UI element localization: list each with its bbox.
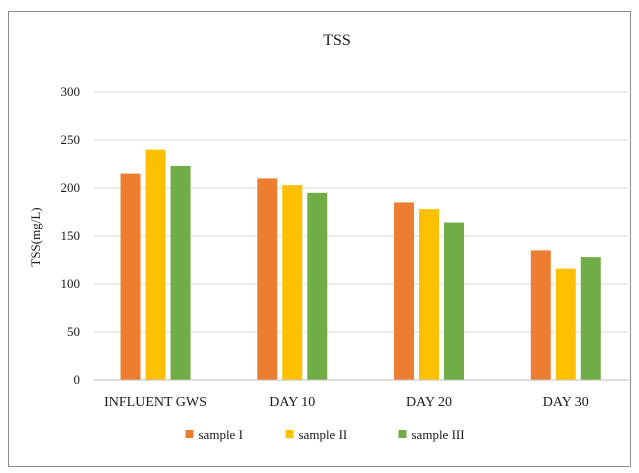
bar-sample-iii-influent-gws (170, 165, 191, 380)
bar-sample-i-day-20 (394, 202, 415, 380)
y-tick-label-250: 250 (61, 132, 81, 147)
bar-sample-ii-influent-gws (145, 149, 166, 380)
bar-sample-iii-day-10 (307, 192, 328, 380)
chart-title: TSS (323, 32, 351, 49)
legend-swatch-0 (185, 430, 194, 438)
bar-sample-ii-day-20 (419, 209, 440, 380)
legend-label-1: sample II (299, 427, 348, 442)
y-tick-label-100: 100 (61, 276, 81, 291)
bar-sample-i-day-10 (257, 178, 278, 380)
y-tick-label-300: 300 (61, 84, 81, 99)
bar-sample-ii-day-30 (555, 268, 576, 380)
chart-frame: 0 50 100 150 200 250 300 INFLUENT GWS DAY 10 DAY … (8, 11, 632, 467)
x-tick-label-1: DAY 10 (269, 395, 315, 410)
y-axis-title: TSS(mg/L) (28, 207, 43, 266)
legend-label-2: sample III (412, 427, 465, 442)
legend-swatch-2 (398, 430, 407, 438)
x-tick-label-0: INFLUENT GWS (104, 395, 207, 410)
x-tick-label-3: DAY 30 (543, 395, 589, 410)
axes: 0 50 100 150 200 250 300 INFLUENT GWS DAY 10 DAY … (61, 84, 632, 410)
bars (120, 149, 601, 380)
y-tick-label-150: 150 (61, 228, 81, 243)
legend-label-0: sample I (199, 427, 243, 442)
y-tick-label-50: 50 (67, 324, 80, 339)
tss-bar-chart: 0 50 100 150 200 250 300 INFLUENT GWS DAY 10 DAY … (28, 32, 632, 442)
bar-sample-iii-day-30 (580, 257, 601, 380)
legend: sample I sample II sample III (185, 427, 465, 442)
bar-sample-iii-day-20 (444, 222, 465, 380)
x-tick-label-2: DAY 20 (406, 395, 452, 410)
legend-swatch-1 (285, 430, 294, 438)
bar-sample-ii-day-10 (282, 185, 303, 380)
bar-sample-i-influent-gws (120, 173, 141, 380)
bar-sample-i-day-30 (530, 250, 551, 380)
y-tick-label-200: 200 (61, 180, 81, 195)
y-tick-label-0: 0 (74, 372, 81, 387)
